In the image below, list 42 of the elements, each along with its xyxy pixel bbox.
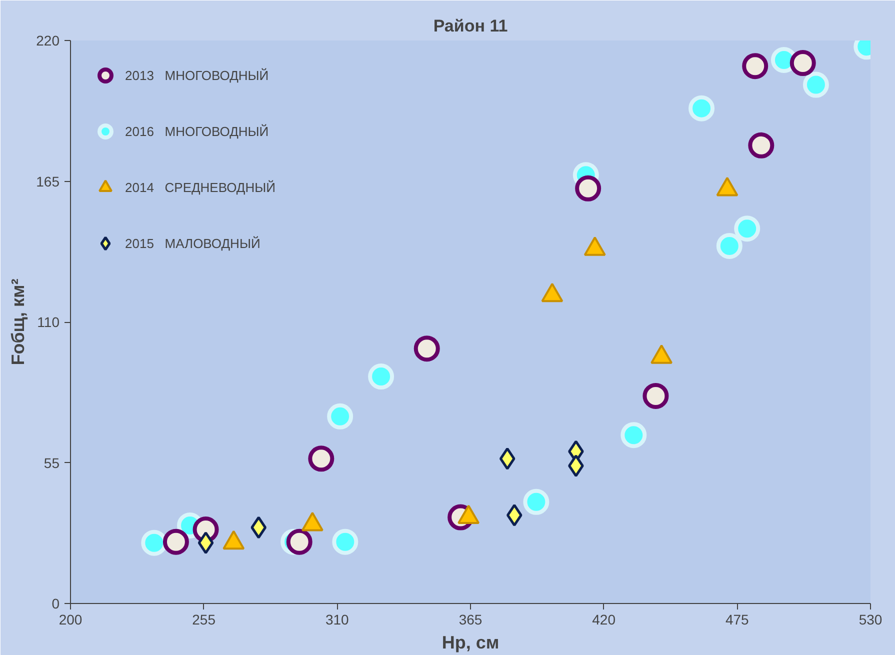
point bbox=[499, 447, 516, 470]
x-tick-label: 530 bbox=[858, 612, 882, 628]
x-tick-label: 365 bbox=[458, 612, 482, 628]
x-tick-label: 255 bbox=[192, 612, 216, 628]
point bbox=[332, 528, 358, 555]
point bbox=[734, 216, 760, 242]
point bbox=[250, 516, 267, 539]
point bbox=[790, 50, 816, 76]
y-tick-label: 220 bbox=[36, 32, 60, 48]
chart-title: Район 11 bbox=[433, 16, 508, 36]
point bbox=[742, 53, 768, 80]
point bbox=[308, 446, 334, 472]
point bbox=[286, 528, 312, 555]
point bbox=[506, 504, 522, 526]
y-tick-label: 165 bbox=[36, 173, 60, 190]
legend-label: 2015 МАЛОВОДНЫЙ bbox=[125, 236, 260, 250]
point bbox=[523, 488, 550, 515]
x-axis-title: Hр, см bbox=[442, 632, 500, 652]
point bbox=[198, 532, 214, 554]
legend-label: 2016 МНОГОВОДНЫЙ bbox=[125, 124, 269, 138]
x-tick-label: 420 bbox=[592, 612, 616, 628]
point bbox=[802, 72, 829, 98]
point bbox=[575, 175, 602, 202]
point bbox=[748, 132, 774, 158]
legend-label: 2014 СРЕДНЕВОДНЫЙ bbox=[125, 180, 276, 194]
y-tick-label: 55 bbox=[44, 454, 60, 471]
point bbox=[688, 95, 715, 122]
point bbox=[327, 403, 354, 430]
point bbox=[141, 530, 168, 556]
point bbox=[414, 336, 440, 362]
y-tick-label: 110 bbox=[37, 314, 60, 330]
y-axis-title: Fобщ, км² bbox=[8, 278, 28, 366]
point bbox=[620, 422, 647, 448]
y-tick-label: 0 bbox=[52, 596, 60, 612]
point bbox=[642, 382, 669, 409]
x-tick-label: 475 bbox=[725, 612, 750, 628]
point bbox=[368, 364, 394, 390]
legend-label: 2013 МНОГОВОДНЫЙ bbox=[125, 68, 269, 82]
x-tick-label: 310 bbox=[325, 612, 350, 628]
x-tick-label: 200 bbox=[58, 612, 82, 628]
point bbox=[716, 233, 742, 259]
point bbox=[162, 528, 189, 555]
